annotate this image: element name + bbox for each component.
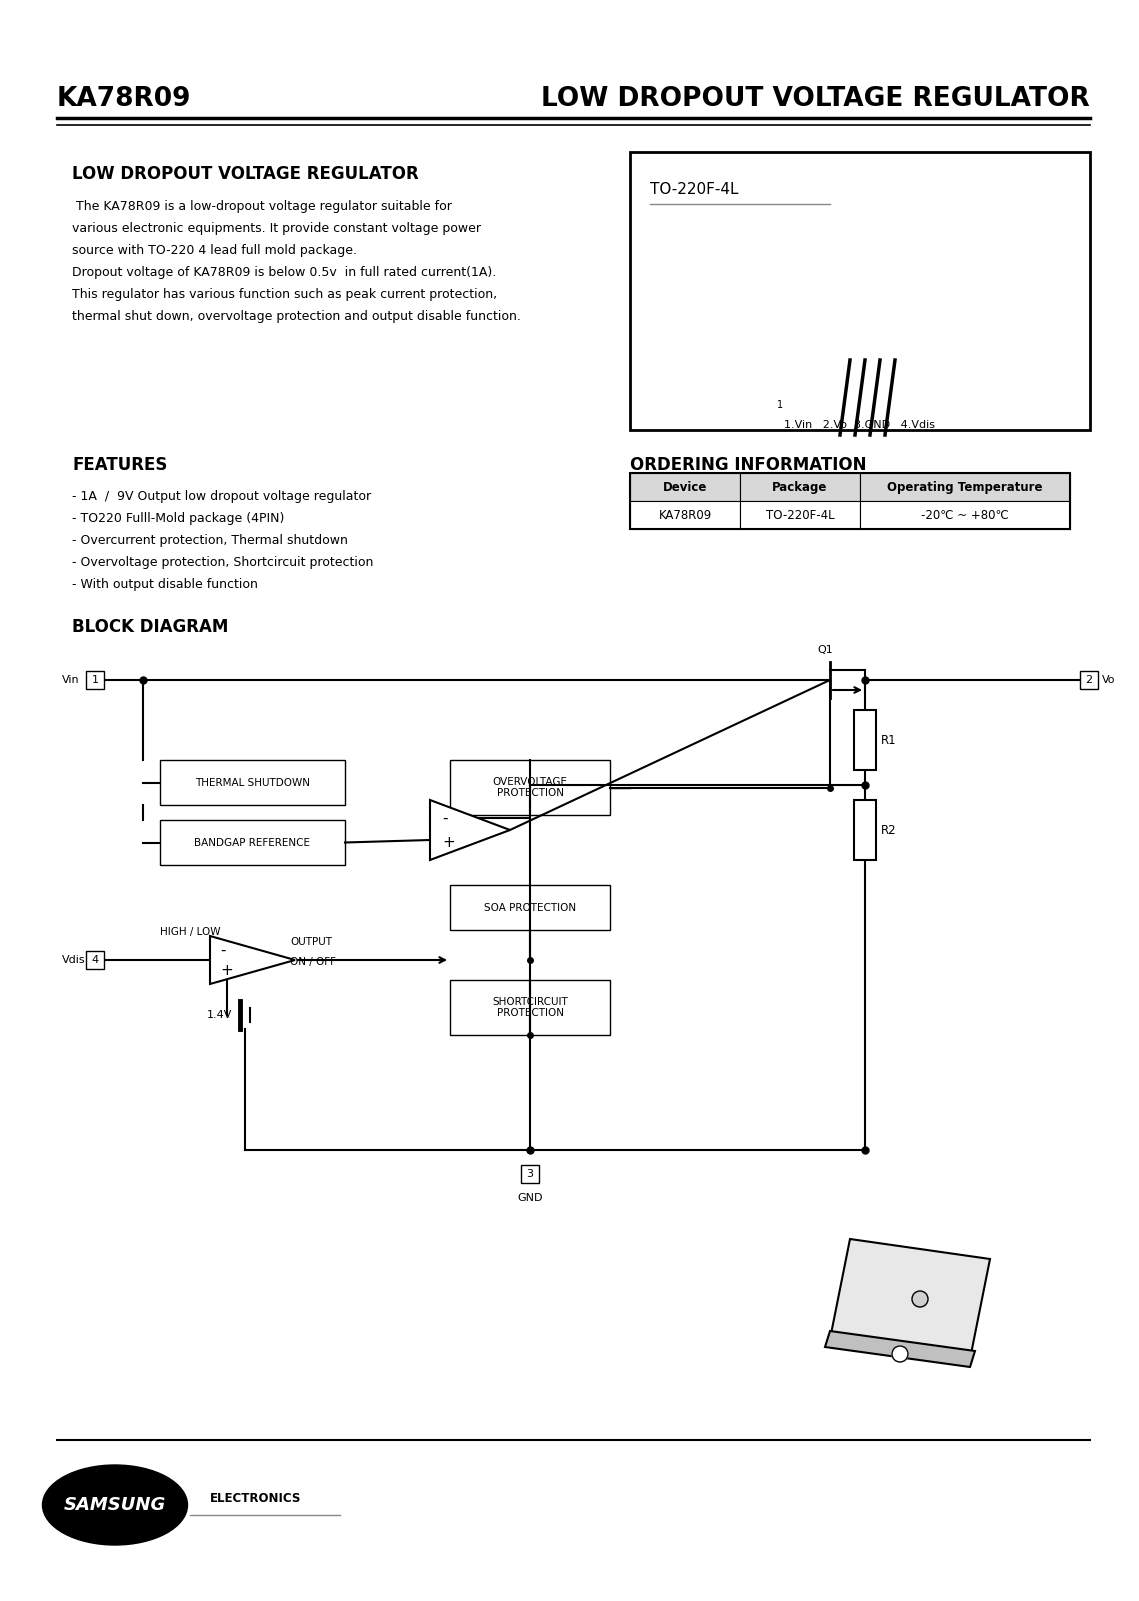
Text: - Overcurrent protection, Thermal shutdown: - Overcurrent protection, Thermal shutdo… — [72, 535, 347, 548]
Bar — [630, 501, 740, 528]
Text: SOA PROTECTION: SOA PROTECTION — [484, 903, 576, 913]
Text: 1.4V: 1.4V — [206, 1010, 232, 1020]
Text: - Overvoltage protection, Shortcircuit protection: - Overvoltage protection, Shortcircuit p… — [72, 556, 374, 568]
Text: HIGH / LOW: HIGH / LOW — [159, 927, 221, 937]
Text: This regulator has various function such as peak current protection,: This regulator has various function such… — [72, 288, 497, 301]
Text: SAMSUNG: SAMSUNG — [64, 1495, 166, 1515]
Text: 4: 4 — [91, 956, 99, 965]
Polygon shape — [825, 1330, 975, 1367]
Polygon shape — [431, 800, 510, 860]
Text: GND: GND — [517, 1193, 543, 1202]
Bar — [159, 820, 345, 865]
Text: Vin: Vin — [62, 676, 80, 685]
Text: +: + — [220, 962, 232, 978]
Text: The KA78R09 is a low-dropout voltage regulator suitable for: The KA78R09 is a low-dropout voltage reg… — [72, 200, 452, 213]
Text: Operating Temperature: Operating Temperature — [887, 480, 1042, 493]
Text: - 1A  /  9V Output low dropout voltage regulator: - 1A / 9V Output low dropout voltage reg… — [72, 490, 371, 503]
Text: Dropout voltage of KA78R09 is below 0.5v  in full rated current(1A).: Dropout voltage of KA78R09 is below 0.5v… — [72, 266, 497, 279]
Text: FEATURES: FEATURES — [72, 456, 167, 474]
Bar — [450, 885, 611, 930]
Text: 1: 1 — [777, 400, 784, 410]
Text: LOW DROPOUT VOLTAGE REGULATOR: LOW DROPOUT VOLTAGE REGULATOR — [541, 86, 1090, 112]
Text: +: + — [442, 834, 454, 850]
Text: Package: Package — [772, 480, 828, 493]
Ellipse shape — [42, 1465, 188, 1545]
Text: Device: Device — [663, 480, 707, 493]
Bar — [87, 671, 104, 688]
Bar — [860, 472, 1070, 501]
Bar — [450, 760, 611, 815]
Text: R2: R2 — [880, 823, 896, 836]
Polygon shape — [830, 1239, 990, 1359]
Text: thermal shut down, overvoltage protection and output disable function.: thermal shut down, overvoltage protectio… — [72, 311, 521, 323]
Bar — [450, 980, 611, 1034]
Text: TO-220F-4L: TO-220F-4L — [765, 509, 834, 522]
Text: 1: 1 — [91, 676, 98, 685]
Text: Q1: Q1 — [817, 645, 833, 655]
Text: ELECTRONICS: ELECTRONICS — [210, 1492, 302, 1505]
Text: ON / OFF: ON / OFF — [290, 957, 336, 967]
Text: BANDGAP REFERENCE: BANDGAP REFERENCE — [195, 837, 311, 847]
Text: -20℃ ~ +80℃: -20℃ ~ +80℃ — [921, 509, 1009, 522]
Bar — [854, 709, 876, 770]
Circle shape — [892, 1346, 908, 1362]
Text: TO-220F-4L: TO-220F-4L — [650, 183, 738, 197]
Bar — [630, 472, 1070, 528]
Bar — [860, 501, 1070, 528]
Text: BLOCK DIAGRAM: BLOCK DIAGRAM — [72, 618, 229, 636]
Bar — [630, 472, 740, 501]
Text: - With output disable function: - With output disable function — [72, 578, 257, 591]
Text: 1.Vin   2.Vo  3.GND   4.Vdis: 1.Vin 2.Vo 3.GND 4.Vdis — [785, 419, 935, 431]
Text: THERMAL SHUTDOWN: THERMAL SHUTDOWN — [195, 778, 310, 788]
Text: 3: 3 — [526, 1169, 533, 1178]
Text: Vdis: Vdis — [62, 956, 85, 965]
Polygon shape — [210, 937, 295, 985]
Bar — [740, 472, 860, 501]
Text: -: - — [220, 943, 226, 957]
Bar — [159, 760, 345, 805]
Text: OVERVOLTAGE
PROTECTION: OVERVOLTAGE PROTECTION — [492, 776, 567, 799]
Circle shape — [912, 1290, 928, 1306]
Text: Vo: Vo — [1103, 676, 1115, 685]
Text: source with TO-220 4 lead full mold package.: source with TO-220 4 lead full mold pack… — [72, 243, 357, 258]
Text: 2: 2 — [1085, 676, 1092, 685]
Text: -: - — [442, 810, 448, 826]
Text: LOW DROPOUT VOLTAGE REGULATOR: LOW DROPOUT VOLTAGE REGULATOR — [72, 165, 419, 183]
Text: R1: R1 — [880, 733, 896, 746]
Bar — [1080, 671, 1098, 688]
Text: KA78R09: KA78R09 — [57, 86, 191, 112]
Text: - TO220 Fulll-Mold package (4PIN): - TO220 Fulll-Mold package (4PIN) — [72, 512, 285, 525]
Text: SHORTCIRCUIT
PROTECTION: SHORTCIRCUIT PROTECTION — [492, 997, 568, 1018]
Bar — [740, 501, 860, 528]
Bar — [854, 800, 876, 860]
Text: KA78R09: KA78R09 — [658, 509, 712, 522]
Text: OUTPUT: OUTPUT — [290, 937, 331, 948]
Bar — [630, 152, 1090, 431]
Text: ORDERING INFORMATION: ORDERING INFORMATION — [630, 456, 867, 474]
Text: various electronic equipments. It provide constant voltage power: various electronic equipments. It provid… — [72, 223, 481, 235]
Bar — [87, 951, 104, 969]
Bar — [521, 1166, 539, 1183]
